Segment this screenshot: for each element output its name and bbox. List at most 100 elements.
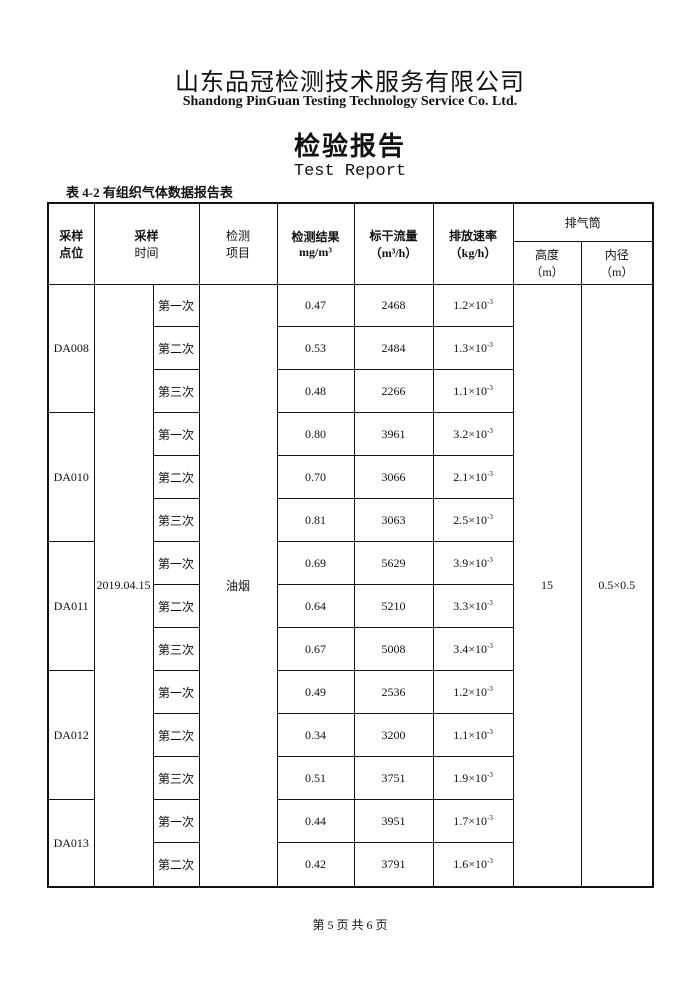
rate-base: 3.9×10 bbox=[453, 555, 487, 570]
point-cell: DA012 bbox=[47, 670, 95, 801]
point-cell: DA011 bbox=[47, 541, 95, 672]
header-text: 检测 bbox=[226, 228, 251, 243]
flow-cell: 3751 bbox=[353, 756, 434, 801]
flow-cell: 2536 bbox=[353, 670, 434, 715]
header-text: 采样 bbox=[59, 228, 84, 243]
table-body: DA008 2019.04.15 第一次 油烟 0.47 2468 1.2×10-3 15 0.… bbox=[47, 283, 654, 888]
rate-base: 1.2×10 bbox=[453, 297, 487, 312]
result-cell: 0.44 bbox=[276, 799, 355, 844]
seq-cell: 第三次 bbox=[152, 756, 200, 801]
seq-cell: 第一次 bbox=[152, 670, 200, 715]
header-cell: 排气筒 bbox=[512, 202, 654, 242]
rate-exponent: -3 bbox=[486, 684, 493, 693]
data-row: DA013 第一次 0.44 3951 1.7×10-3 bbox=[47, 799, 653, 888]
header-text: （m） bbox=[600, 264, 634, 279]
result-cell: 0.67 bbox=[276, 627, 355, 672]
result-cell: 0.47 bbox=[276, 283, 355, 328]
header-cell: 检测 项目 bbox=[198, 202, 278, 285]
header-text: 标干流量 bbox=[369, 228, 418, 243]
flow-cell: 2266 bbox=[353, 369, 434, 414]
rate-cell: 2.5×10-3 bbox=[432, 498, 514, 543]
header-text: 采样 bbox=[134, 228, 159, 243]
seq-cell: 第一次 bbox=[152, 412, 200, 457]
header-cell: 标干流量 （m³/h） bbox=[353, 202, 434, 285]
flow-cell: 3951 bbox=[353, 799, 434, 844]
report-title-en: Test Report bbox=[293, 162, 407, 181]
rate-cell: 3.4×10-3 bbox=[432, 627, 514, 672]
rate-cell: 3.2×10-3 bbox=[432, 412, 514, 457]
rate-exponent: -3 bbox=[486, 426, 493, 435]
rate-cell: 3.9×10-3 bbox=[432, 541, 514, 586]
data-row: 第二次 0.42 3791 1.6×10-3 bbox=[48, 842, 653, 888]
data-row: 第三次 0.67 5008 3.4×10-3 bbox=[48, 627, 653, 672]
result-cell: 0.53 bbox=[276, 326, 355, 371]
diameter-cell: 0.5×0.5 bbox=[580, 283, 654, 888]
flow-cell: 3961 bbox=[353, 412, 434, 457]
header-text: （m） bbox=[530, 264, 564, 279]
flow-cell: 5629 bbox=[353, 541, 434, 586]
data-row: 第三次 0.48 2266 1.1×10-3 bbox=[48, 369, 653, 414]
data-row: 第二次 0.64 5210 3.3×10-3 bbox=[48, 584, 653, 629]
rate-exponent: -3 bbox=[486, 598, 493, 607]
header-cell: 排放速率 （kg/h） bbox=[432, 202, 514, 285]
rate-base: 1.1×10 bbox=[453, 727, 487, 742]
flow-cell: 5210 bbox=[353, 584, 434, 629]
rate-base: 1.3×10 bbox=[453, 340, 487, 355]
height-cell: 15 bbox=[512, 283, 582, 888]
rate-cell: 1.2×10-3 bbox=[432, 670, 514, 715]
rate-exponent: -3 bbox=[486, 857, 493, 866]
rate-exponent: -3 bbox=[486, 340, 493, 349]
rate-cell: 1.6×10-3 bbox=[432, 842, 514, 888]
seq-cell: 第三次 bbox=[152, 369, 200, 414]
seq-cell: 第一次 bbox=[152, 541, 200, 586]
seq-cell: 第二次 bbox=[152, 455, 200, 500]
result-cell: 0.81 bbox=[276, 498, 355, 543]
rate-exponent: -3 bbox=[486, 297, 493, 306]
header-text: 排放速率 bbox=[449, 228, 498, 243]
rate-cell: 1.1×10-3 bbox=[432, 713, 514, 758]
seq-cell: 第二次 bbox=[152, 584, 200, 629]
header-text: 内径 bbox=[604, 247, 629, 262]
company-name-en: Shandong PinGuan Testing Technology Serv… bbox=[182, 94, 518, 109]
header-text: mg/m³ bbox=[299, 244, 332, 259]
result-cell: 0.64 bbox=[276, 584, 355, 629]
header-row: 高度 （m） 内径 （m） bbox=[48, 240, 654, 285]
header-cell: 内径 （m） bbox=[580, 240, 654, 285]
data-row: 第三次 0.51 3751 1.9×10-3 bbox=[48, 756, 653, 801]
flow-cell: 2484 bbox=[353, 326, 434, 371]
data-row: DA010 第一次 0.80 3961 3.2×10-3 bbox=[47, 412, 653, 543]
flow-cell: 5008 bbox=[353, 627, 434, 672]
result-cell: 0.80 bbox=[276, 412, 355, 457]
rate-base: 2.5×10 bbox=[453, 512, 487, 527]
seq-cell: 第一次 bbox=[152, 283, 200, 328]
result-cell: 0.70 bbox=[276, 455, 355, 500]
flow-cell: 3063 bbox=[353, 498, 434, 543]
header-row: 采样 点位 采样时间 检测 项目 检测结果 mg/m³ 标干流量 （m³/h） 排放速率… bbox=[47, 202, 654, 285]
rate-base: 1.9×10 bbox=[453, 770, 487, 785]
result-cell: 0.51 bbox=[276, 756, 355, 801]
date-cell: 2019.04.15 bbox=[93, 283, 154, 888]
result-cell: 0.49 bbox=[276, 670, 355, 715]
rate-exponent: -3 bbox=[486, 641, 493, 650]
data-row: DA012 第一次 0.49 2536 1.2×10-3 bbox=[47, 670, 653, 801]
header-cell: 采样 点位 bbox=[47, 202, 95, 285]
result-cell: 0.34 bbox=[276, 713, 355, 758]
result-cell: 0.42 bbox=[276, 842, 355, 888]
company-name: 山东品冠检测技术服务有限公司 bbox=[175, 70, 525, 96]
header-cell: 检测结果 mg/m³ bbox=[276, 202, 355, 285]
flow-cell: 2468 bbox=[353, 283, 434, 328]
seq-cell: 第二次 bbox=[152, 326, 200, 371]
seq-cell: 第三次 bbox=[152, 627, 200, 672]
result-cell: 0.48 bbox=[276, 369, 355, 414]
header-text: 检测结果 bbox=[291, 229, 340, 244]
rate-exponent: -3 bbox=[486, 469, 493, 478]
data-row: DA008 2019.04.15 第一次 油烟 0.47 2468 1.2×10-3 15 0.… bbox=[47, 283, 654, 888]
rate-base: 1.2×10 bbox=[453, 684, 487, 699]
rate-base: 3.2×10 bbox=[453, 426, 487, 441]
header-text: （kg/h） bbox=[449, 245, 497, 260]
rate-base: 1.6×10 bbox=[453, 857, 487, 872]
rate-cell: 3.3×10-3 bbox=[432, 584, 514, 629]
header-text: 高度 bbox=[535, 247, 560, 262]
seq-cell: 第一次 bbox=[152, 799, 200, 844]
header-text: 时间 bbox=[134, 245, 159, 260]
